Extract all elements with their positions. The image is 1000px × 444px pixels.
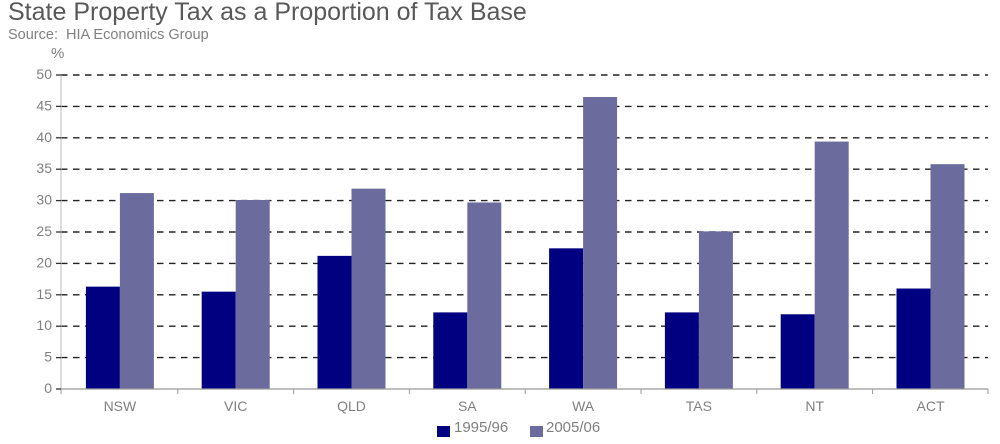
svg-text:10: 10 [36,317,52,333]
svg-text:45: 45 [36,97,52,113]
svg-text:30: 30 [36,192,52,208]
svg-text:NSW: NSW [104,398,137,414]
svg-text:VIC: VIC [224,398,247,414]
svg-text:TAS: TAS [686,398,712,414]
svg-text:ACT: ACT [917,398,945,414]
svg-text:0: 0 [44,380,52,396]
svg-text:NT: NT [805,398,824,414]
svg-text:35: 35 [36,160,52,176]
svg-text:SA: SA [458,398,477,414]
svg-text:20: 20 [36,254,52,270]
svg-text:50: 50 [36,66,52,82]
svg-text:WA: WA [572,398,595,414]
svg-text:5: 5 [44,349,52,365]
svg-text:40: 40 [36,129,52,145]
svg-text:QLD: QLD [337,398,366,414]
svg-text:25: 25 [36,223,52,239]
svg-text:15: 15 [36,286,52,302]
